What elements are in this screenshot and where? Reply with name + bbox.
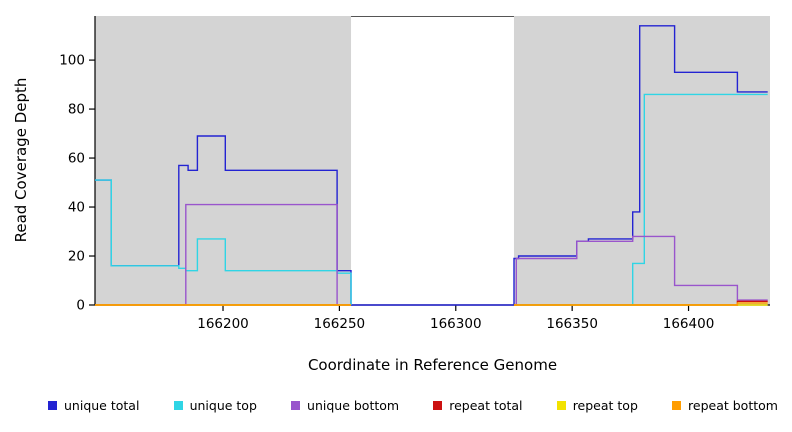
shaded-region	[513, 16, 770, 305]
legend-item-repeat-bottom: repeat bottom	[672, 398, 778, 413]
y-tick-label: 60	[68, 151, 85, 167]
legend: unique total unique top unique bottom repea…	[0, 398, 792, 413]
legend-swatch-icon	[556, 401, 566, 410]
legend-swatch-icon	[672, 401, 682, 410]
coverage-plot: 166200 166250 166300 166350 166400 0 20 40 60 80 1…	[59, 16, 770, 332]
y-axis-label: Read Coverage Depth	[12, 77, 30, 243]
legend-item-repeat-total: repeat total	[433, 398, 523, 413]
x-axis-label: Coordinate in Reference Genome	[307, 356, 558, 374]
legend-label: repeat top	[572, 398, 638, 413]
shaded-region	[95, 16, 352, 305]
legend-item-repeat-top: repeat top	[556, 398, 638, 413]
legend-item-unique-top: unique top	[173, 398, 257, 413]
series-line-unique-bottom	[514, 235, 768, 306]
y-tick-label: 100	[59, 53, 85, 69]
legend-swatch-icon	[291, 401, 301, 410]
legend-item-unique-bottom: unique bottom	[291, 398, 399, 413]
legend-label: unique bottom	[307, 398, 400, 413]
legend-swatch-icon	[433, 401, 443, 410]
x-tick-label: 166250	[314, 316, 366, 332]
y-tick-label: 80	[68, 102, 85, 118]
legend-item-unique-total: unique total	[48, 398, 139, 413]
legend-swatch-icon	[173, 401, 183, 410]
legend-label: repeat bottom	[688, 398, 778, 413]
legend-label: unique top	[189, 398, 257, 413]
legend-swatch-icon	[48, 401, 57, 410]
legend-label: repeat total	[449, 398, 523, 413]
y-tick-label: 20	[68, 249, 85, 265]
series-line-unique-total	[95, 25, 768, 306]
x-tick-label: 166200	[197, 316, 249, 332]
legend-label: unique total	[64, 398, 140, 413]
x-tick-label: 166400	[663, 316, 715, 332]
x-tick-label: 166300	[430, 316, 482, 332]
x-tick-label: 166350	[546, 316, 598, 332]
y-tick-label: 0	[76, 298, 85, 314]
series-line-repeat-bottom	[514, 302, 768, 306]
y-tick-label: 40	[68, 200, 85, 216]
